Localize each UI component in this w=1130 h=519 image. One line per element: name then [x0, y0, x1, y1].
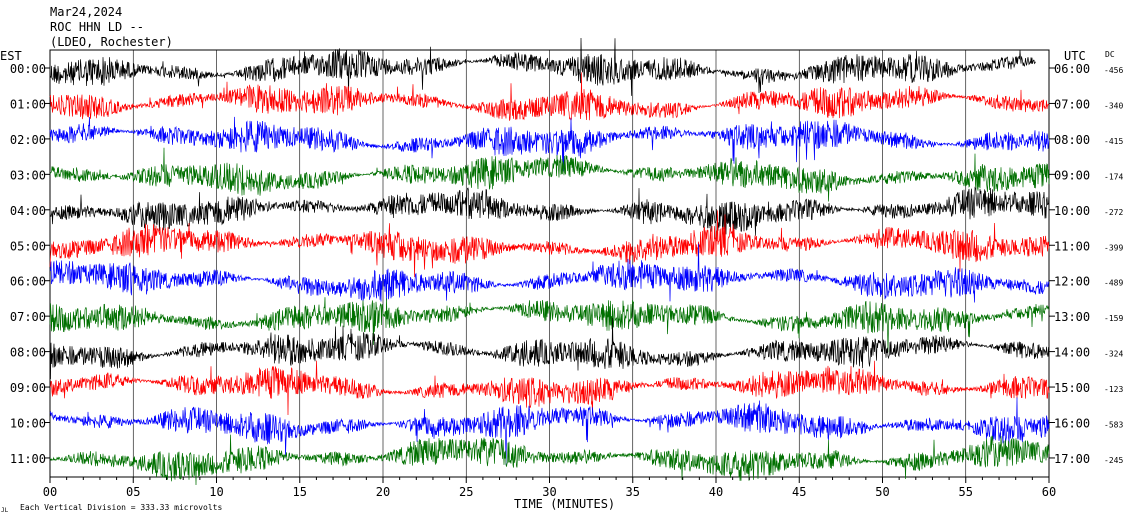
row-label-left: 10:00: [10, 417, 46, 431]
row-label-right: 10:00: [1054, 204, 1090, 218]
row-dc-value: -272: [1104, 208, 1123, 217]
row-label-left: 05:00: [10, 239, 46, 253]
right-zone-label: UTC: [1064, 49, 1086, 63]
trace-line: [49, 186, 1050, 236]
header-station: ROC HHN LD --: [50, 20, 144, 34]
dc-header: DC: [1105, 50, 1115, 59]
row-label-left: 08:00: [10, 346, 46, 360]
footer-corner: JL: [1, 507, 9, 514]
row-label-right: 09:00: [1054, 168, 1090, 182]
x-tick-label: 60: [1042, 485, 1056, 499]
row-label-left: 00:00: [10, 62, 46, 76]
trace-line: [49, 37, 1036, 98]
trace-line: [49, 210, 1050, 278]
row-label-right: 06:00: [1054, 62, 1090, 76]
trace-line: [49, 72, 1050, 121]
trace-line: [49, 243, 1050, 303]
row-dc-value: -399: [1104, 243, 1123, 252]
row-label-left: 11:00: [10, 452, 46, 466]
left-zone-label: EST: [0, 49, 22, 63]
row-dc-value: -340: [1104, 101, 1123, 110]
row-label-right: 08:00: [1054, 133, 1090, 147]
header-date: Mar24,2024: [50, 5, 122, 19]
trace-line: [49, 297, 1050, 353]
x-tick-label: 10: [209, 485, 223, 499]
x-tick-label: 15: [293, 485, 307, 499]
x-tick-label: 25: [459, 485, 473, 499]
tick-layer: 00 05 10 15 20 25 30 35 40 45 50 55 60 00:00 06:00 -456…: [10, 62, 1124, 499]
trace-layer: [49, 37, 1050, 486]
row-label-left: 06:00: [10, 275, 46, 289]
row-label-left: 07:00: [10, 310, 46, 324]
trace-line: [49, 434, 1050, 486]
row-dc-value: -159: [1104, 314, 1123, 323]
trace-line: [49, 317, 1050, 380]
row-label-left: 03:00: [10, 168, 46, 182]
row-label-left: 09:00: [10, 381, 46, 395]
trace-line: [49, 147, 1050, 202]
row-dc-value: -123: [1104, 385, 1123, 394]
footer-note: Each Vertical Division = 333.33 microvol…: [20, 503, 222, 512]
trace-line: [49, 116, 1050, 172]
row-label-left: 01:00: [10, 97, 46, 111]
x-tick-label: 30: [542, 485, 556, 499]
row-dc-value: -415: [1104, 137, 1123, 146]
x-tick-label: 45: [792, 485, 806, 499]
x-tick-label: 40: [709, 485, 723, 499]
x-tick-label: 00: [43, 485, 57, 499]
row-label-left: 04:00: [10, 204, 46, 218]
row-label-right: 16:00: [1054, 417, 1090, 431]
x-tick-label: 05: [126, 485, 140, 499]
x-axis-label: TIME (MINUTES): [514, 497, 615, 511]
row-dc-value: -245: [1104, 456, 1123, 465]
trace-line: [49, 397, 1050, 466]
row-dc-value: -456: [1104, 66, 1123, 75]
row-label-right: 13:00: [1054, 310, 1090, 324]
row-dc-value: -489: [1104, 279, 1123, 288]
row-label-left: 02:00: [10, 133, 46, 147]
row-label-right: 14:00: [1054, 346, 1090, 360]
row-label-right: 11:00: [1054, 239, 1090, 253]
row-dc-value: -174: [1104, 172, 1123, 181]
x-tick-label: 35: [626, 485, 640, 499]
header-network: (LDEO, Rochester): [50, 35, 173, 49]
row-dc-value: -324: [1104, 350, 1123, 359]
x-tick-label: 50: [875, 485, 889, 499]
row-dc-value: -583: [1104, 421, 1123, 430]
x-tick-label: 20: [376, 485, 390, 499]
x-tick-label: 55: [959, 485, 973, 499]
grid-layer: [132, 50, 967, 477]
row-label-right: 15:00: [1054, 381, 1090, 395]
row-label-right: 17:00: [1054, 452, 1090, 466]
trace-line: [49, 360, 1050, 416]
row-label-right: 07:00: [1054, 97, 1090, 111]
row-label-right: 12:00: [1054, 275, 1090, 289]
